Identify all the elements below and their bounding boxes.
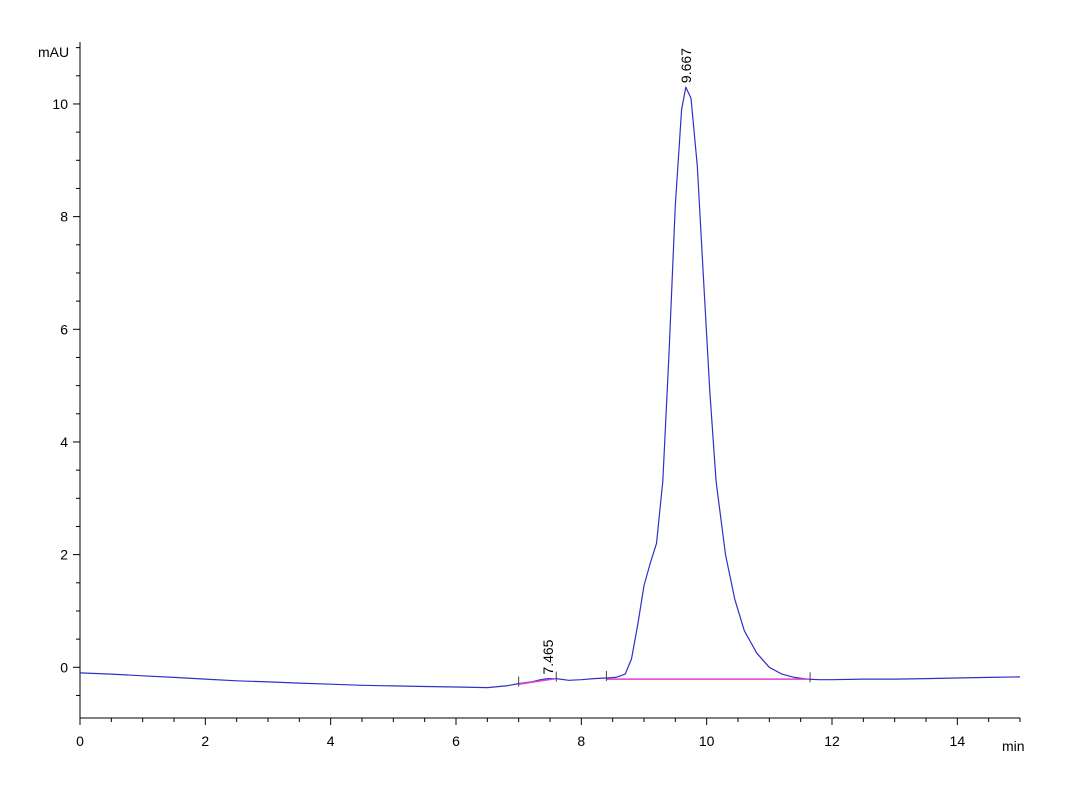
x-tick-label: 10 xyxy=(699,733,715,749)
x-tick-label: 2 xyxy=(201,733,209,749)
y-tick-label: 0 xyxy=(60,659,68,675)
x-tick-label: 4 xyxy=(327,733,335,749)
series-layer xyxy=(79,86,1021,689)
y-tick-label: 10 xyxy=(52,96,68,112)
y-tick-label: 8 xyxy=(60,209,68,225)
peak-label: 7.465 xyxy=(540,639,556,674)
signal-trace xyxy=(79,86,1021,689)
x-tick-label: 0 xyxy=(76,733,84,749)
baseline-segment xyxy=(518,677,557,685)
x-ticks: 0 2 4 6 8 10 12 14 xyxy=(76,718,1021,749)
axes xyxy=(79,42,1020,719)
peak-annotations: 7.465 9.667 xyxy=(540,48,694,675)
x-tick-label: 14 xyxy=(950,733,966,749)
y-tick-label: 6 xyxy=(60,321,68,337)
peak-label: 9.667 xyxy=(678,48,694,83)
x-tick-label: 8 xyxy=(577,733,585,749)
x-tick-label: 6 xyxy=(452,733,460,749)
y-axis-unit-label: mAU xyxy=(38,44,69,60)
x-axis-unit-label: min xyxy=(1002,738,1025,754)
y-tick-label: 2 xyxy=(60,547,68,563)
y-tick-label: 4 xyxy=(60,434,68,450)
y-ticks: 0 2 4 6 8 10 xyxy=(52,47,80,696)
x-tick-label: 12 xyxy=(824,733,840,749)
integration-marks xyxy=(518,671,811,687)
